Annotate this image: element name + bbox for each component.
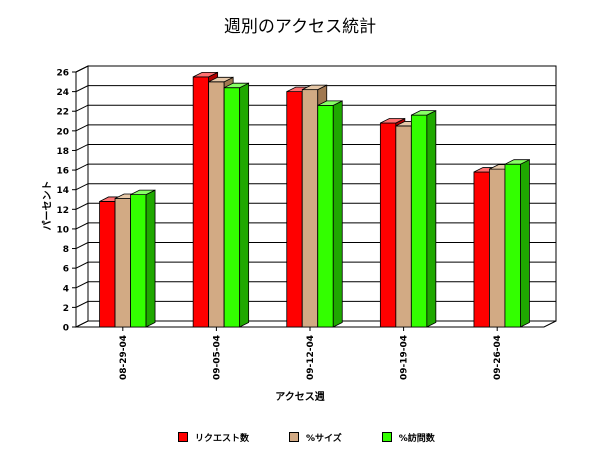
gridline [75,104,556,112]
bar-top [223,82,249,89]
y-tick-label: 14 [56,186,69,196]
bar-front [317,104,334,328]
y-tick-label: 16 [56,167,69,177]
bar [223,82,250,328]
x-tick-label: 09-05-04 [212,335,222,380]
bar-top [411,110,437,116]
bar-top [130,189,156,195]
y-tick-label: 8 [63,245,69,255]
bar-front [208,81,225,328]
bar-front [192,76,210,328]
bar-front [395,125,412,328]
bar [130,189,156,328]
x-tick-labels: 08-29-04 09-05-04 09-12-04 09-19-04 09-26-04 [119,335,503,380]
y-tick-label: 10 [56,225,69,235]
bar-side [332,100,343,328]
bar-side [426,110,437,328]
x-tick-label: 09-19-04 [400,335,410,380]
bar-front [301,89,319,328]
legend-label-size: %サイズ [306,433,342,444]
bar-front [504,163,521,328]
bar-top [208,76,234,83]
y-tick-label: 6 [63,265,69,275]
bar-side [145,189,156,328]
y-tick-label: 20 [56,127,69,137]
bar [317,100,343,328]
side-wall [75,65,89,328]
bar-top [317,100,343,106]
bar [504,159,530,328]
y-tick-label: 22 [56,108,69,118]
legend-swatch-requests [178,432,188,442]
bar-front [114,198,131,328]
y-tick-label: 12 [56,206,69,216]
y-tick-label: 26 [56,69,69,79]
x-tick-label: 09-26-04 [493,335,503,380]
y-tick-label: 0 [63,324,69,334]
bars [99,71,530,328]
bar-front [286,91,303,328]
bar-front [223,87,241,328]
bar-front [410,114,428,328]
bar-top [302,84,327,91]
legend-label-visits: %訪問数 [398,433,435,444]
bar-top [504,159,530,165]
bar-front [130,194,147,328]
legend-label-requests: リクエスト数 [195,433,250,444]
bar [410,110,437,328]
x-tick-label: 08-29-04 [119,335,129,380]
legend-item-requests: リクエスト数 [178,430,249,444]
bar-top [380,118,406,124]
y-axis-label: パーセント [42,180,54,231]
chart-title: 週別のアクセス統計 [223,17,377,37]
x-axis-label: アクセス週 [275,392,325,403]
y-tick-label: 4 [63,284,69,294]
bar-front [379,122,397,328]
bar-top [192,72,218,78]
x-tick-label: 09-12-04 [306,335,316,380]
legend: リクエスト数 %サイズ %訪問数 [178,430,475,444]
gridline [75,65,556,73]
legend-item-visits: %訪問数 [381,430,435,444]
bar-side [239,82,250,328]
gridline [75,85,556,93]
legend-item-size: %サイズ [289,430,342,444]
legend-swatch-visits [381,432,392,442]
bar-front [489,168,506,328]
bar-side [520,159,530,328]
y-tick-label: 24 [56,88,69,98]
bar-front [473,171,490,328]
y-tick-label: 18 [56,147,69,157]
bar-front [99,201,116,328]
y-tick-label: 2 [63,304,69,314]
legend-swatch-size [289,432,300,442]
